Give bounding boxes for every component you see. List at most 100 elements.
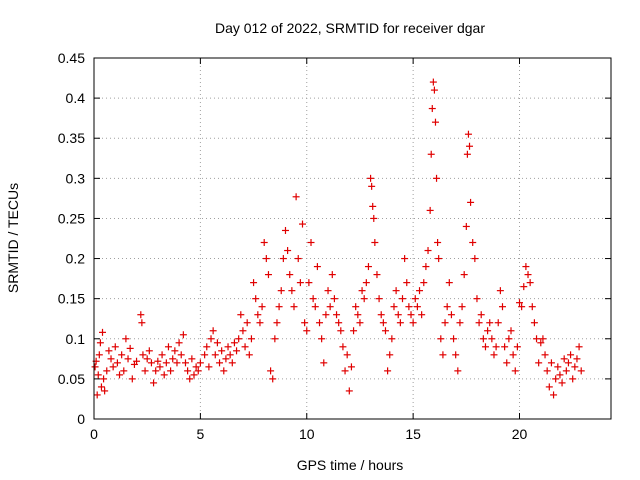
x-tick-label: 15 [405,426,421,442]
data-point [201,351,209,359]
data-point [452,351,460,359]
data-point [322,311,330,319]
data-point [158,351,166,359]
data-point [433,174,441,182]
data-point [367,174,375,182]
data-point [296,279,304,287]
data-point [511,367,519,375]
data-point [558,379,566,387]
data-point [528,303,536,311]
data-point [171,347,179,355]
data-point [501,343,509,351]
x-tick-label: 20 [512,426,528,442]
data-point [471,255,479,263]
data-point [173,359,181,367]
data-point [347,363,355,371]
data-point [250,279,258,287]
data-point [401,255,409,263]
data-point [94,371,102,379]
y-tick-label: 0.2 [66,251,86,267]
data-point [237,311,245,319]
data-point [107,355,115,363]
data-point [205,363,213,371]
data-point [358,287,366,295]
data-point [562,367,570,375]
y-tick-label: 0.15 [58,291,85,307]
data-point [428,105,436,113]
data-point [330,295,338,303]
data-point [339,343,347,351]
x-tick-label: 5 [196,426,204,442]
data-point [286,271,294,279]
data-point [175,339,183,347]
data-point [381,327,389,335]
x-axis-title: GPS time / hours [297,457,404,473]
axis-ticks: 0 5 10 15 20 0 0.05 0.1 0.15 0.2 0.25 0.3 0.35 0.4 0.4… [58,50,611,442]
data-point [179,331,187,339]
data-point [430,86,438,94]
y-tick-label: 0.3 [66,170,86,186]
data-point [109,363,117,371]
data-point [162,359,170,367]
data-point [350,327,358,335]
data-point [284,247,292,255]
data-point [420,279,428,287]
data-point [288,287,296,295]
data-point [386,351,394,359]
data-point [239,327,247,335]
data-point [196,359,204,367]
data-point [145,347,153,355]
data-point [454,367,462,375]
data-point [279,255,287,263]
data-point [405,303,413,311]
data-point [377,311,385,319]
data-point [458,303,466,311]
data-point [307,239,315,247]
data-point [435,255,443,263]
data-point [273,319,281,327]
data-point [154,357,162,365]
data-point [556,371,564,379]
data-point [258,303,266,311]
data-point [479,335,487,343]
data-point [373,271,381,279]
grid-lines [94,58,611,419]
y-tick-label: 0.25 [58,210,85,226]
data-point [328,271,336,279]
data-point [473,295,481,303]
data-point [226,351,234,359]
y-tick-label: 0.05 [58,371,85,387]
data-point [394,311,402,319]
data-point [379,319,387,327]
data-point [277,287,285,295]
data-point [91,363,99,371]
data-point [97,383,105,391]
data-point [484,327,492,335]
data-point [424,247,432,255]
data-point [467,198,475,206]
y-tick-label: 0.45 [58,50,85,66]
data-point [247,335,255,343]
data-point [256,319,264,327]
data-point [116,371,124,379]
data-point [388,335,396,343]
data-point [462,222,470,230]
data-point [509,351,517,359]
y-tick-label: 0.1 [66,331,86,347]
data-point [99,328,107,336]
data-point [333,311,341,319]
data-point [192,363,200,371]
data-point [569,375,577,383]
data-point [113,359,121,367]
data-point [445,279,453,287]
chart-title: Day 012 of 2022, SRMTID for receiver dga… [215,20,485,36]
data-point [222,355,230,363]
data-point [526,279,534,287]
data-point [407,311,415,319]
data-point [124,355,132,363]
data-point [492,343,500,351]
data-point [466,142,474,150]
data-point [292,193,300,201]
data-point [364,263,372,271]
